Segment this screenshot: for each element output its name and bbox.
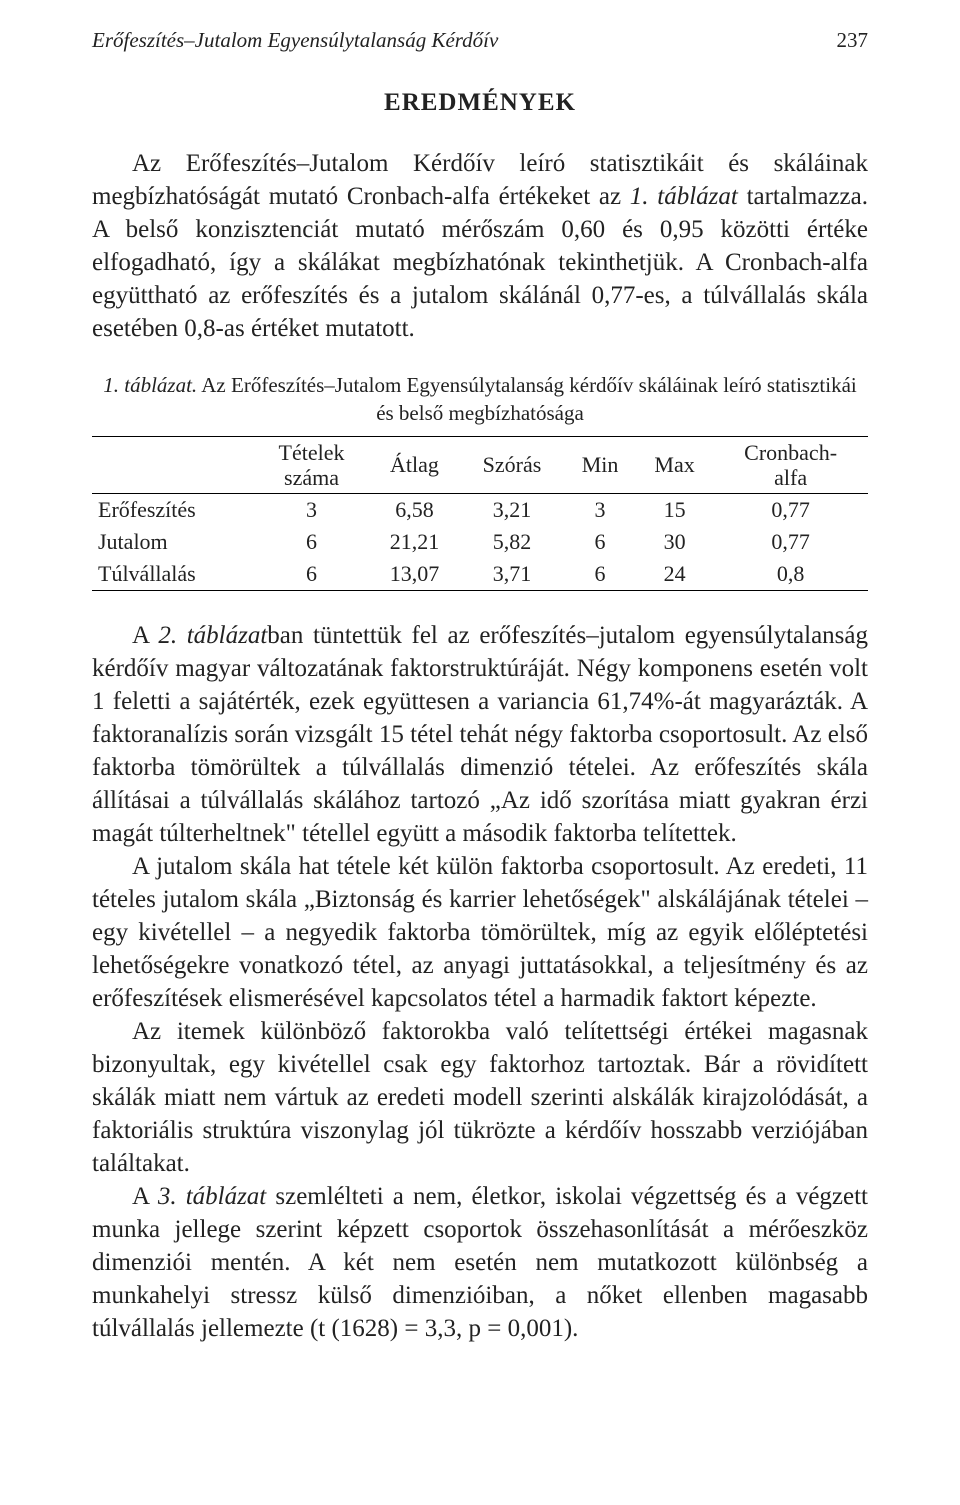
paragraph-5: A 3. táblázat szemlélteti a nem, életkor… [92, 1180, 868, 1345]
table-1-row2-label: Túlvállalás [92, 558, 254, 591]
table-1-header-blank [92, 436, 254, 494]
paragraph-2: A 2. táblázatban tüntettük fel az erőfes… [92, 619, 868, 850]
table-1-row2-alpha: 0,8 [713, 558, 868, 591]
table-1-row0-label: Erőfeszítés [92, 494, 254, 527]
table-1-header-sd: Szórás [460, 436, 564, 494]
table-1-row0-max: 15 [636, 494, 713, 527]
table-1-row2-mean: 13,07 [369, 558, 460, 591]
table-1-row1-min: 6 [564, 526, 636, 558]
table-1-header-alpha: Cronbach- alfa [713, 436, 868, 494]
table-1-row0-n: 3 [254, 494, 369, 527]
running-head: Erőfeszítés–Jutalom Egyensúlytalanság Ké… [92, 28, 868, 53]
table-1-caption: 1. táblázat. Az Erőfeszítés–Jutalom Egye… [92, 371, 868, 428]
table-1-header-row: Tételek száma Átlag Szórás Min Max Cronb… [92, 436, 868, 494]
table-1: Tételek száma Átlag Szórás Min Max Cronb… [92, 436, 868, 592]
table-1-row1-mean: 21,21 [369, 526, 460, 558]
table-1-row2-min: 6 [564, 558, 636, 591]
table-1-row0-alpha: 0,77 [713, 494, 868, 527]
paragraph-5-ref: 3. táblázat [158, 1183, 266, 1210]
table-row: Jutalom 6 21,21 5,82 6 30 0,77 [92, 526, 868, 558]
paragraph-1-ref: 1. táblázat [630, 183, 738, 210]
table-row: Erőfeszítés 3 6,58 3,21 3 15 0,77 [92, 494, 868, 527]
running-head-title: Erőfeszítés–Jutalom Egyensúlytalanság Ké… [92, 28, 498, 53]
paragraph-4: Az itemek különböző faktorokba való telí… [92, 1015, 868, 1180]
table-1-header-n-line2: száma [260, 465, 363, 490]
table-1-caption-text: Az Erőfeszítés–Jutalom Egyensúlytalanság… [197, 373, 857, 425]
table-1-header-max: Max [636, 436, 713, 494]
table-1-row1-alpha: 0,77 [713, 526, 868, 558]
section-heading: EREDMÉNYEK [92, 89, 868, 117]
paragraph-2-lead: A [132, 622, 158, 649]
paragraph-1: Az Erőfeszítés–Jutalom Kérdőív leíró sta… [92, 147, 868, 345]
table-1-header-min: Min [564, 436, 636, 494]
table-1-row2-sd: 3,71 [460, 558, 564, 591]
table-1-row2-n: 6 [254, 558, 369, 591]
table-1-row0-mean: 6,58 [369, 494, 460, 527]
table-1-header-mean: Átlag [369, 436, 460, 494]
paragraph-5-lead: A [132, 1183, 158, 1210]
paragraph-3: A jutalom skála hat tétele két külön fak… [92, 850, 868, 1015]
table-1-header-alpha-line1: Cronbach- [719, 440, 862, 465]
paragraph-2-ref: 2. táblázat [158, 622, 267, 649]
table-1-header-n-line1: Tételek [260, 440, 363, 465]
table-1-row2-max: 24 [636, 558, 713, 591]
table-1-row1-max: 30 [636, 526, 713, 558]
table-1-row1-label: Jutalom [92, 526, 254, 558]
table-row: Túlvállalás 6 13,07 3,71 6 24 0,8 [92, 558, 868, 591]
table-1-row1-sd: 5,82 [460, 526, 564, 558]
table-1-row0-min: 3 [564, 494, 636, 527]
table-1-caption-lead: 1. táblázat. [103, 373, 197, 397]
paragraph-2-tail: ban tüntettük fel az erőfeszítés–jutalom… [92, 622, 868, 847]
table-1-header-n: Tételek száma [254, 436, 369, 494]
table-1-header-alpha-line2: alfa [719, 465, 862, 490]
page-number: 237 [837, 28, 869, 53]
table-1-row1-n: 6 [254, 526, 369, 558]
table-1-row0-sd: 3,21 [460, 494, 564, 527]
